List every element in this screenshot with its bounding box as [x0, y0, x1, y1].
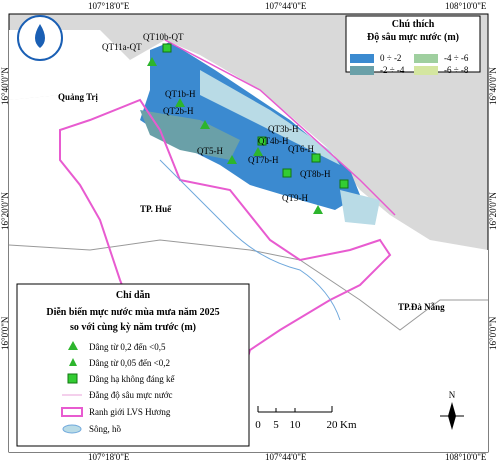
river	[159, 159, 341, 321]
coord-label: 16°20'0"N	[488, 192, 497, 230]
well-marker	[175, 98, 185, 107]
legend-item: Sông, hồ	[89, 424, 122, 434]
well-marker	[162, 43, 172, 53]
well-marker	[227, 155, 237, 164]
place-label: TP. Huế	[140, 204, 172, 214]
legend-item: -6 ÷ -8	[444, 65, 469, 75]
scale-label: 10	[290, 419, 302, 431]
well-marker	[282, 168, 292, 178]
well-marker	[257, 136, 267, 146]
coord-label: 16°0'0"N	[0, 316, 10, 350]
coord-label: 16°40'0"N	[488, 67, 497, 105]
well-label: QT6-H	[288, 144, 314, 154]
well-label: QT9-H	[282, 193, 308, 203]
coastline-boundary	[164, 39, 396, 216]
well-marker	[313, 205, 323, 214]
coord-label: 107°18'0"E	[88, 452, 130, 460]
coord-label: 16°20'0"N	[0, 192, 10, 230]
well-marker	[311, 153, 321, 163]
legend-item: Đẳng độ sâu mực nước	[89, 390, 173, 400]
well-label: QT8b-H	[300, 169, 331, 179]
legend-subtitle: Diễn biến mực nước mùa mưa năm 2025	[46, 307, 219, 318]
legend-item: -2 ÷ -4	[380, 65, 405, 75]
coord-label: 107°44'0"E	[265, 452, 307, 460]
depth-legend: Chú thích Độ sâu mực nước (m) 0 ÷ -2 -4 …	[345, 15, 481, 75]
coord-label: 107°44'0"E	[265, 1, 307, 11]
legend-item: Dâng từ 0,2 đến <0,5	[89, 342, 166, 352]
well-label: QT7b-H	[248, 155, 279, 165]
legend-title: Chú thích	[392, 19, 435, 30]
well-marker	[339, 179, 349, 189]
well-label: QT4b-H	[258, 136, 289, 146]
scale-bar: 0 5 10 20 Km	[255, 406, 357, 431]
depth-zone	[140, 110, 240, 160]
coord-label: 16°40'0"N	[0, 67, 10, 105]
place-label: TP.Đà Nẵng	[398, 302, 445, 312]
trend-legend: Chỉ dẫn Diễn biến mực nước mùa mưa năm 2…	[16, 283, 250, 447]
north-arrow: N	[440, 390, 464, 430]
legend-item: -4 ÷ -6	[444, 53, 469, 63]
legend-subtitle: Độ sâu mực nước (m)	[367, 32, 459, 43]
legend-item: Ranh giới LVS Hương	[89, 407, 171, 417]
coord-label: 108°10'0"E	[445, 452, 487, 460]
well-marker	[147, 57, 157, 66]
scale-label: 20	[327, 419, 339, 431]
well-label: QT5-H	[197, 146, 223, 156]
scale-label: 0	[255, 419, 261, 431]
legend-item: Dâng từ 0,05 đến <0,2	[89, 358, 170, 368]
scale-label: 5	[273, 419, 279, 431]
coord-label: 107°18'0"E	[88, 1, 130, 11]
well-label: QT3b-H	[268, 124, 299, 134]
coord-label: 108°10'0"E	[445, 1, 487, 11]
legend-item: 0 ÷ -2	[380, 53, 401, 63]
well-marker	[200, 120, 210, 129]
place-label: Quảng Trị	[58, 92, 98, 102]
coord-label: 16°0'0"N	[488, 316, 497, 350]
well-marker	[253, 147, 263, 156]
lagoon	[200, 70, 340, 165]
well-label: QT1b-H	[165, 89, 196, 99]
legend-subtitle: so với cùng kỳ năm trước (m)	[70, 322, 196, 333]
logo	[17, 15, 63, 61]
north-label: N	[449, 390, 456, 400]
lagoon	[340, 190, 380, 225]
well-label: QT2b-H	[163, 106, 194, 116]
legend-item: Dâng hạ không đáng kể	[89, 374, 174, 384]
well-label: QT10b-QT	[143, 32, 184, 42]
aquifer-zone	[140, 42, 360, 210]
scale-unit: Km	[340, 419, 357, 431]
well-label: QT11a-QT	[102, 42, 142, 52]
legend-title: Chỉ dẫn	[116, 290, 151, 301]
